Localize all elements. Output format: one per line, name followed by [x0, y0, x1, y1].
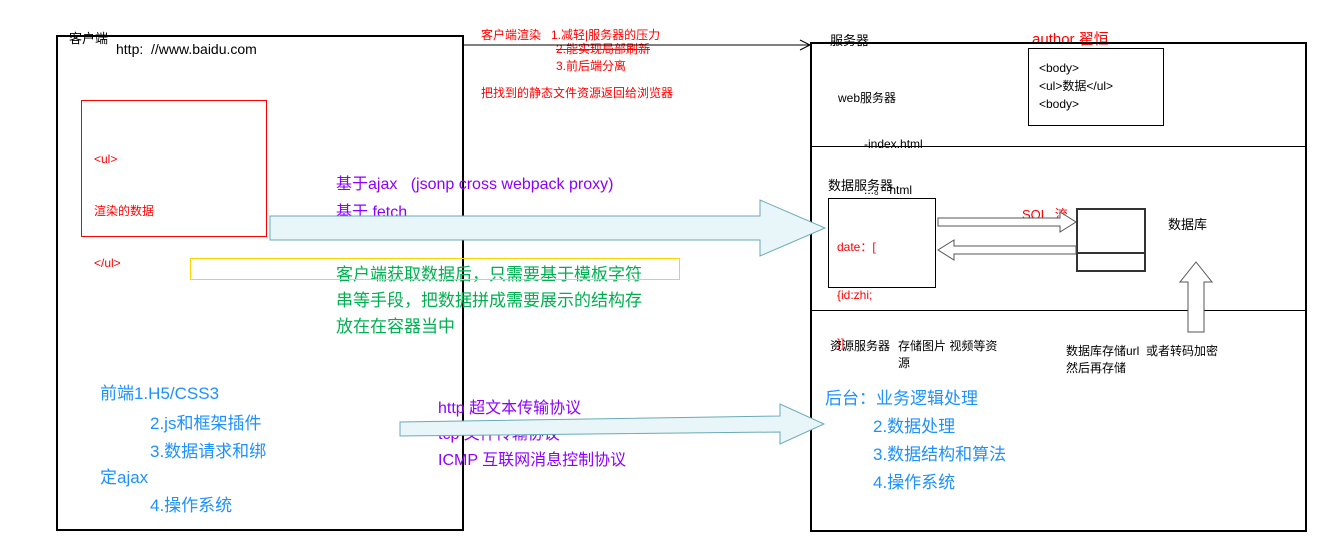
arrows-layer [0, 0, 1322, 537]
